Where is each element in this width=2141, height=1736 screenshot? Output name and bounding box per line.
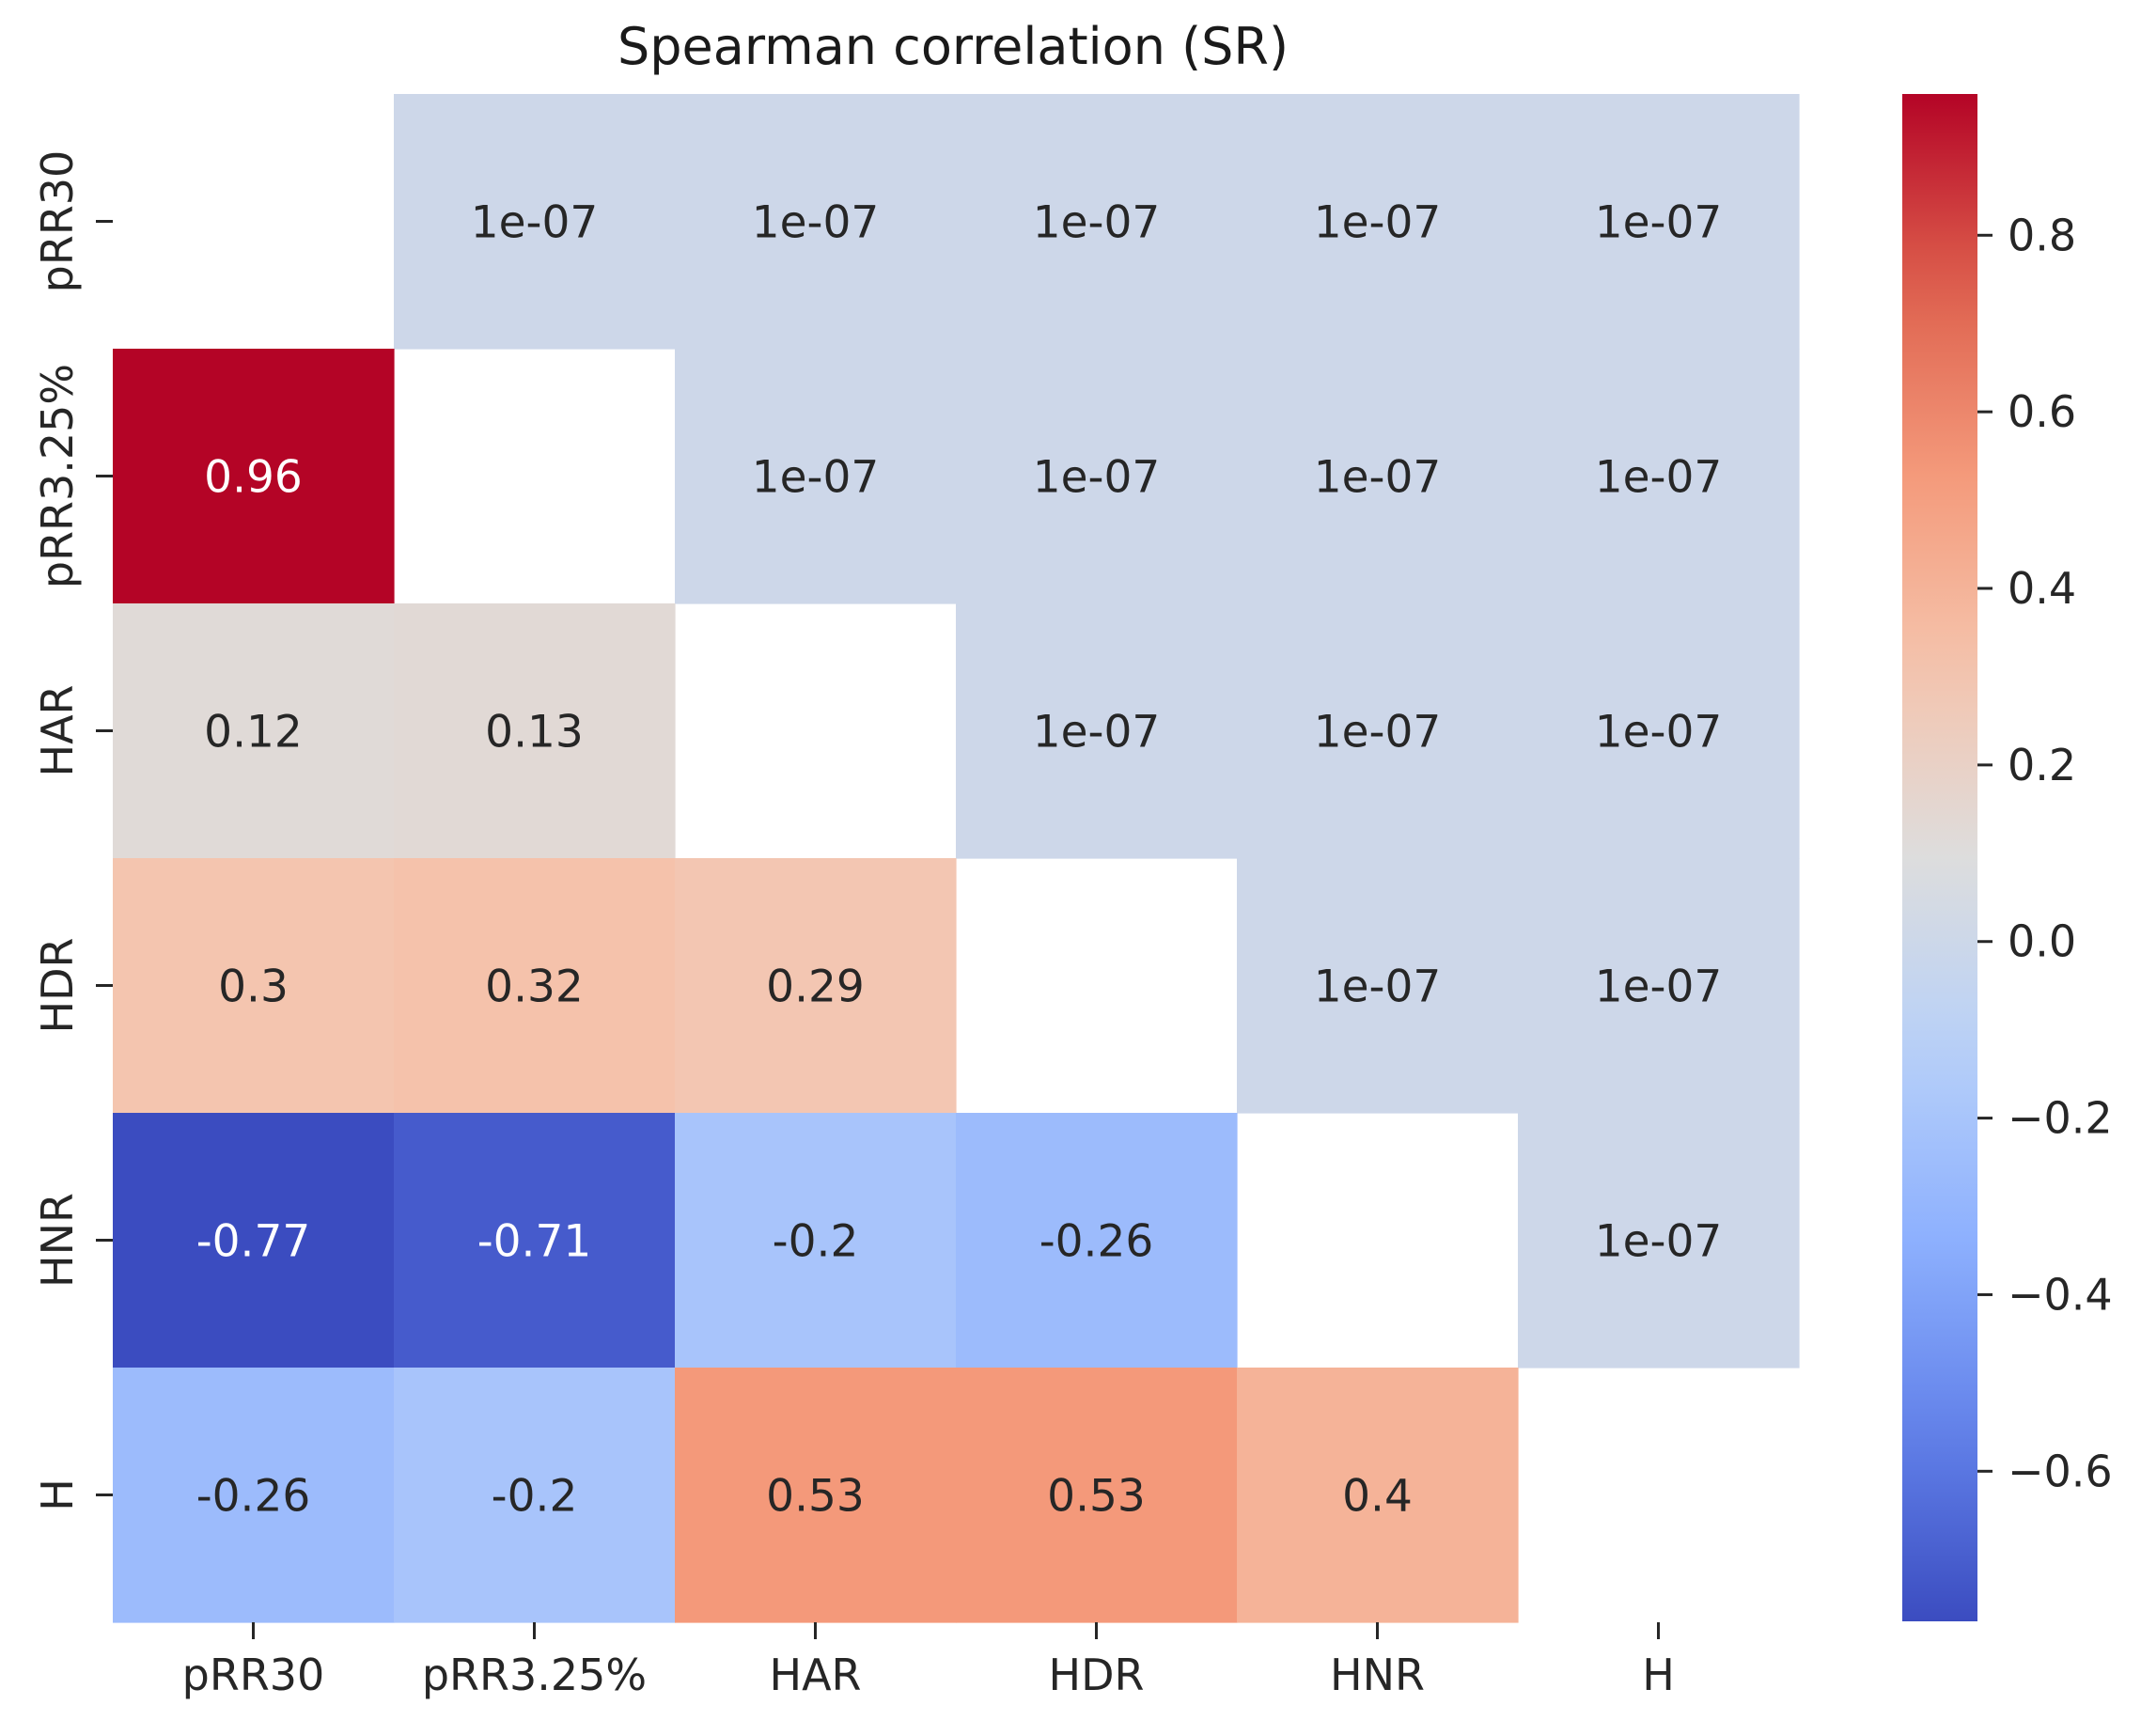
cell-value-label: 0.12 [204, 707, 303, 759]
cell-value-label: 1e-07 [1595, 707, 1723, 759]
cell-value-label: 0.3 [218, 962, 289, 1013]
heatmap-cell [394, 603, 676, 859]
y-tick-label: HDR [32, 938, 83, 1034]
heatmap-cell [675, 1368, 957, 1623]
heatmap-cell [1518, 349, 1800, 604]
cell-value-label: 0.53 [766, 1471, 865, 1523]
cell-value-label: 0.32 [485, 962, 584, 1013]
chart-title: Spearman correlation (SR) [617, 17, 1289, 76]
heatmap-cell [113, 349, 395, 604]
heatmap-cell [1518, 1113, 1800, 1368]
cell-value-label: 1e-07 [1595, 962, 1723, 1013]
x-tick-label: HNR [1330, 1650, 1425, 1700]
y-tick-label: HAR [32, 684, 83, 776]
colorbar-tick-label: 0.0 [2008, 916, 2076, 967]
heatmap-cell [956, 349, 1238, 604]
cell-value-label: -0.2 [773, 1216, 859, 1268]
heatmap-cell [394, 94, 676, 350]
cell-value-label: 0.29 [766, 962, 865, 1013]
cell-value-label: 0.4 [1342, 1471, 1413, 1523]
x-tick-label: HDR [1049, 1650, 1145, 1700]
heatmap-cell [394, 1113, 676, 1368]
cell-value-label: -0.71 [477, 1216, 592, 1268]
y-tick-label: H [32, 1478, 83, 1511]
heatmap-cell [1237, 94, 1519, 350]
heatmap-cell [1518, 94, 1800, 350]
cell-value-label: 1e-07 [1595, 197, 1723, 249]
cell-value-label: 1e-07 [471, 197, 599, 249]
colorbar-tick-label: −0.2 [2008, 1093, 2113, 1144]
heatmap-cell [1237, 1368, 1519, 1623]
heatmap-cells [113, 94, 1800, 1623]
cell-value-label: 1e-07 [1033, 452, 1161, 504]
colorbar-tick-label: 0.6 [2008, 386, 2076, 437]
cell-value-label: 0.13 [485, 707, 584, 759]
x-tick-label: H [1642, 1650, 1675, 1700]
heatmap-cell [1518, 603, 1800, 859]
colorbar-tick-label: 0.4 [2008, 563, 2076, 614]
heatmap-cell [675, 349, 957, 604]
heatmap-cell [1237, 349, 1519, 604]
cell-value-label: -0.26 [196, 1471, 311, 1523]
x-tick-label: pRR30 [182, 1650, 325, 1700]
y-tick-label: pRR3.25% [32, 364, 83, 588]
x-axis: pRR30 pRR3.25% HAR HDR HNR H [182, 1622, 1675, 1700]
heatmap-cell [675, 94, 957, 350]
colorbar: 0.8 0.6 0.4 0.2 0.0 −0.2 −0.4 −0.6 [1902, 94, 2113, 1621]
heatmap-cell [113, 1368, 395, 1623]
heatmap-cell [1237, 603, 1519, 859]
cell-value-label: 1e-07 [752, 452, 880, 504]
heatmap-cell [675, 1113, 957, 1368]
cell-value-label: 1e-07 [1595, 1216, 1723, 1268]
cell-value-label: 0.96 [204, 452, 303, 504]
heatmap-cell [956, 1368, 1238, 1623]
cell-value-label: -0.26 [1039, 1216, 1154, 1268]
heatmap-cell [113, 1113, 395, 1368]
cell-value-label: 1e-07 [1314, 707, 1442, 759]
heatmap-cell [394, 858, 676, 1114]
heatmap-cell [113, 603, 395, 859]
cell-value-label: 1e-07 [1595, 452, 1723, 504]
heatmap-cell [1518, 858, 1800, 1114]
y-tick-label: pRR30 [32, 150, 83, 293]
cell-value-label: 1e-07 [1314, 452, 1442, 504]
heatmap-cell [675, 858, 957, 1114]
cell-value-label: -0.77 [196, 1216, 311, 1268]
cell-value-label: 1e-07 [1314, 962, 1442, 1013]
cell-value-label: 1e-07 [1033, 197, 1161, 249]
heatmap-cell [956, 603, 1238, 859]
colorbar-tick-label: 0.2 [2008, 740, 2076, 790]
cell-value-label: 0.53 [1047, 1471, 1146, 1523]
heatmap-cell [956, 1113, 1238, 1368]
cell-labels: 1e-07 1e-07 1e-07 1e-07 1e-07 0.96 1e-07 1e-07 1… [196, 197, 1723, 1523]
heatmap-cell [956, 94, 1238, 350]
colorbar-gradient [1902, 94, 1977, 1621]
heatmap-cell [113, 858, 395, 1114]
colorbar-tick-label: −0.6 [2008, 1446, 2113, 1496]
colorbar-tick-label: 0.8 [2008, 210, 2076, 260]
heatmap-cell [394, 1368, 676, 1623]
heatmap-cell [1237, 858, 1519, 1114]
x-tick-label: pRR3.25% [422, 1650, 647, 1700]
y-tick-label: HNR [32, 1193, 83, 1288]
cell-value-label: 1e-07 [1314, 197, 1442, 249]
cell-value-label: -0.2 [492, 1471, 578, 1523]
cell-value-label: 1e-07 [752, 197, 880, 249]
cell-value-label: 1e-07 [1033, 707, 1161, 759]
y-axis: pRR30 pRR3.25% HAR HDR HNR H [32, 150, 113, 1511]
colorbar-tick-label: −0.4 [2008, 1269, 2113, 1320]
x-tick-label: HAR [769, 1650, 861, 1700]
